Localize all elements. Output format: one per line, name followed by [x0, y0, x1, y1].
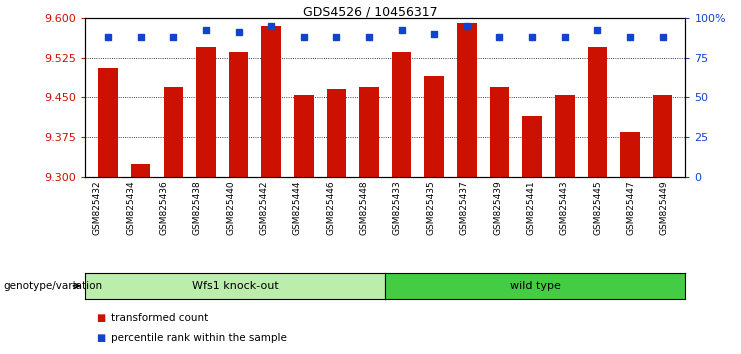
Text: GSM825438: GSM825438: [193, 181, 202, 235]
Text: genotype/variation: genotype/variation: [4, 281, 103, 291]
Bar: [294, 95, 313, 177]
Bar: [425, 76, 444, 177]
Bar: [164, 87, 183, 177]
Bar: [653, 95, 672, 177]
Text: GSM825443: GSM825443: [559, 181, 569, 235]
Text: GSM825440: GSM825440: [226, 181, 236, 235]
Text: GSM825444: GSM825444: [293, 181, 302, 235]
Text: GSM825446: GSM825446: [326, 181, 335, 235]
Bar: [457, 23, 476, 177]
Bar: [620, 132, 639, 177]
Bar: [392, 52, 411, 177]
Bar: [196, 47, 216, 177]
Bar: [229, 52, 248, 177]
Text: GDS4526 / 10456317: GDS4526 / 10456317: [303, 5, 438, 18]
Text: GSM825439: GSM825439: [493, 181, 502, 235]
Bar: [262, 25, 281, 177]
Text: GSM825433: GSM825433: [393, 181, 402, 235]
Bar: [555, 95, 574, 177]
Text: GSM825437: GSM825437: [459, 181, 469, 235]
Text: GSM825448: GSM825448: [359, 181, 369, 235]
Text: GSM825432: GSM825432: [93, 181, 102, 235]
Text: wild type: wild type: [510, 281, 561, 291]
Bar: [490, 87, 509, 177]
Text: GSM825449: GSM825449: [659, 181, 669, 235]
Bar: [588, 47, 607, 177]
Text: transformed count: transformed count: [111, 313, 208, 323]
Text: GSM825435: GSM825435: [426, 181, 436, 235]
Bar: [131, 164, 150, 177]
Text: GSM825442: GSM825442: [259, 181, 268, 235]
Text: GSM825441: GSM825441: [526, 181, 535, 235]
Bar: [522, 116, 542, 177]
Text: Wfs1 knock-out: Wfs1 knock-out: [192, 281, 279, 291]
Text: GSM825447: GSM825447: [626, 181, 636, 235]
Bar: [359, 87, 379, 177]
Text: GSM825436: GSM825436: [159, 181, 169, 235]
Text: GSM825445: GSM825445: [593, 181, 602, 235]
Text: ■: ■: [96, 333, 105, 343]
Text: GSM825434: GSM825434: [126, 181, 135, 235]
Bar: [327, 89, 346, 177]
Text: percentile rank within the sample: percentile rank within the sample: [111, 333, 287, 343]
Text: ■: ■: [96, 313, 105, 323]
Bar: [99, 68, 118, 177]
